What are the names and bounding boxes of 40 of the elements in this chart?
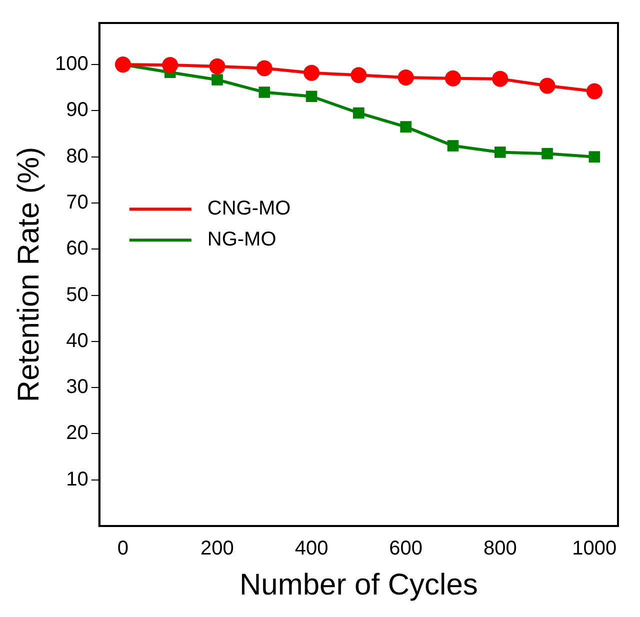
point: [542, 148, 553, 160]
point: [588, 151, 600, 162]
y-tick-label: 60: [66, 238, 88, 260]
y-tick-label: 100: [54, 53, 88, 76]
y-tick-label: 70: [66, 191, 88, 214]
y-tick-label: 90: [66, 99, 88, 122]
point: [212, 74, 223, 86]
point: [162, 56, 178, 73]
point: [114, 56, 131, 73]
point: [586, 83, 602, 100]
point: [209, 58, 226, 74]
y-tick-label: 80: [66, 145, 88, 168]
point: [400, 121, 412, 132]
x-axis-title: Number of Cycles: [239, 568, 478, 602]
point: [447, 140, 459, 152]
y-tick-label: 20: [66, 422, 88, 444]
legend-label: CNG-MO: [207, 198, 291, 220]
point: [353, 107, 364, 119]
point: [306, 90, 318, 102]
point: [494, 146, 506, 158]
point: [444, 70, 461, 86]
point: [398, 69, 414, 86]
x-tick-label: 200: [200, 538, 234, 560]
point: [350, 67, 367, 84]
legend-label: NG-MO: [207, 228, 276, 251]
y-tick-label: 10: [66, 468, 88, 490]
point: [539, 78, 556, 94]
y-axis-title: Retention Rate (%): [12, 146, 46, 402]
y-tick-label: 40: [66, 330, 88, 352]
x-tick-label: 600: [389, 538, 423, 560]
x-tick-label: 800: [483, 538, 517, 560]
y-tick-label: 50: [66, 284, 88, 306]
point: [304, 64, 320, 81]
x-tick-label: 0: [117, 538, 129, 560]
point: [492, 70, 508, 87]
x-tick-label: 1000: [572, 538, 617, 560]
point: [258, 86, 270, 98]
x-tick-label: 400: [294, 538, 328, 560]
point: [256, 60, 272, 76]
y-tick-label: 30: [66, 376, 88, 398]
